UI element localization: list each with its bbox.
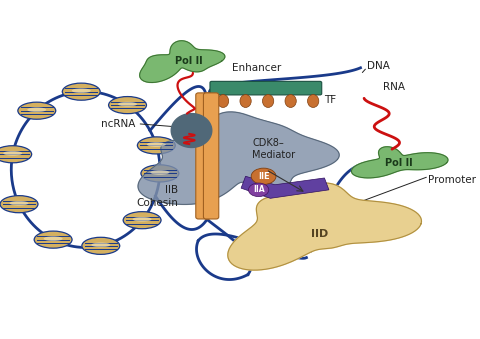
Ellipse shape	[0, 201, 39, 207]
Ellipse shape	[122, 217, 162, 223]
Text: TF: TF	[324, 95, 336, 105]
Ellipse shape	[108, 102, 147, 108]
Polygon shape	[241, 176, 329, 198]
Ellipse shape	[62, 83, 100, 100]
Text: RNA: RNA	[383, 82, 405, 92]
Ellipse shape	[132, 217, 152, 222]
Ellipse shape	[147, 142, 166, 147]
Text: Promoter: Promoter	[428, 175, 476, 185]
Text: Pol II: Pol II	[175, 56, 203, 66]
Text: Enhancer: Enhancer	[232, 63, 281, 73]
Polygon shape	[228, 183, 421, 270]
Ellipse shape	[27, 107, 46, 112]
Ellipse shape	[0, 146, 32, 163]
Ellipse shape	[33, 237, 73, 242]
Text: IID: IID	[312, 229, 328, 239]
Ellipse shape	[217, 95, 228, 107]
Ellipse shape	[72, 88, 91, 93]
Text: Pol II: Pol II	[385, 158, 413, 168]
FancyBboxPatch shape	[210, 81, 322, 95]
Text: Cohesin: Cohesin	[136, 198, 178, 208]
Text: DNA: DNA	[367, 61, 390, 71]
Ellipse shape	[0, 196, 38, 213]
Ellipse shape	[44, 236, 62, 241]
Ellipse shape	[263, 95, 274, 107]
Ellipse shape	[81, 243, 120, 249]
Ellipse shape	[136, 143, 176, 148]
Text: IIB: IIB	[165, 185, 178, 195]
Ellipse shape	[137, 137, 175, 154]
Ellipse shape	[141, 165, 179, 182]
Ellipse shape	[0, 152, 33, 157]
Polygon shape	[171, 114, 212, 147]
Ellipse shape	[251, 168, 276, 184]
Ellipse shape	[3, 151, 22, 156]
Polygon shape	[140, 41, 225, 82]
Ellipse shape	[140, 171, 180, 176]
Ellipse shape	[285, 95, 296, 107]
Ellipse shape	[17, 108, 57, 114]
Text: ncRNA: ncRNA	[101, 119, 135, 129]
Ellipse shape	[240, 95, 251, 107]
Ellipse shape	[82, 237, 120, 254]
Ellipse shape	[18, 102, 56, 119]
Ellipse shape	[249, 183, 269, 197]
Polygon shape	[138, 112, 339, 204]
Ellipse shape	[118, 102, 137, 106]
Text: IIE: IIE	[258, 172, 269, 181]
Ellipse shape	[91, 242, 110, 247]
Ellipse shape	[108, 97, 146, 114]
Text: IIA: IIA	[253, 185, 264, 194]
Polygon shape	[351, 147, 448, 178]
Ellipse shape	[34, 231, 72, 248]
Ellipse shape	[150, 170, 169, 175]
FancyBboxPatch shape	[204, 93, 219, 219]
FancyBboxPatch shape	[196, 93, 211, 219]
Text: CDK8–
Mediator: CDK8– Mediator	[252, 138, 296, 160]
Ellipse shape	[308, 95, 319, 107]
Ellipse shape	[61, 89, 101, 95]
Ellipse shape	[123, 212, 161, 229]
Ellipse shape	[10, 201, 28, 205]
